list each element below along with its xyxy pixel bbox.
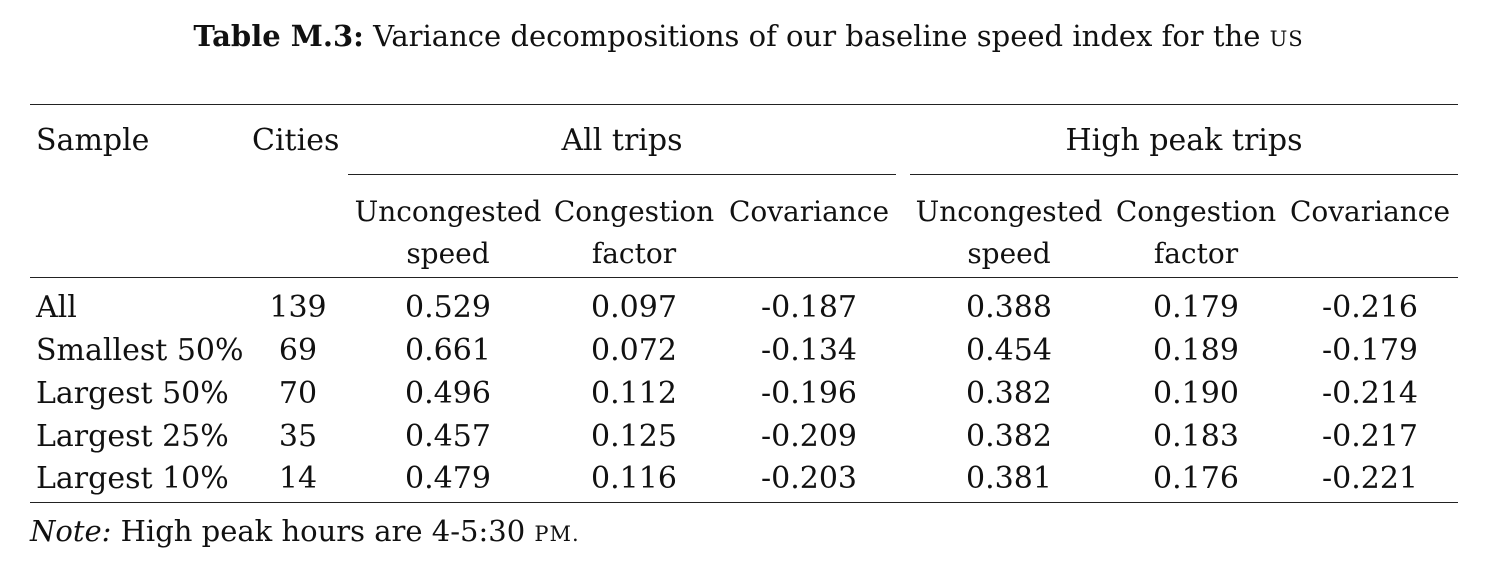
high-peak-rule: [910, 174, 1458, 175]
header-line: Uncongested: [915, 195, 1103, 228]
header-all-trips: All trips: [561, 123, 683, 158]
cell-peak-uncongested: 0.382: [966, 376, 1052, 411]
row-sample: Smallest 50%: [36, 333, 244, 368]
cell-peak-covariance: -0.216: [1321, 290, 1419, 325]
row-cities: 139: [269, 290, 327, 325]
cell-peak-congestion: 0.176: [1153, 461, 1239, 496]
cell-all-covariance: -0.134: [760, 333, 858, 368]
row-sample: All: [36, 290, 77, 325]
cell-all-congestion: 0.097: [591, 290, 677, 325]
cell-all-covariance: -0.196: [760, 376, 858, 411]
cell-peak-congestion: 0.179: [1153, 290, 1239, 325]
row-sample: Largest 10%: [36, 461, 229, 496]
header-line: Covariance: [728, 195, 890, 228]
cell-all-congestion: 0.125: [591, 419, 677, 454]
cell-all-uncongested: 0.529: [405, 290, 491, 325]
cell-peak-congestion: 0.189: [1153, 333, 1239, 368]
row-cities: 69: [278, 333, 318, 368]
row-cities: 14: [278, 461, 318, 496]
cell-all-covariance: -0.209: [760, 419, 858, 454]
cell-peak-uncongested: 0.454: [966, 333, 1052, 368]
cell-peak-congestion: 0.190: [1153, 376, 1239, 411]
note-label: Note:: [30, 514, 112, 548]
cell-all-uncongested: 0.479: [405, 461, 491, 496]
table-number: Table M.3:: [193, 19, 364, 53]
cell-peak-uncongested: 0.388: [966, 290, 1052, 325]
header-cities: Cities: [252, 123, 340, 158]
header-sample: Sample: [36, 123, 150, 158]
cell-peak-covariance: -0.179: [1321, 333, 1419, 368]
top-rule: [30, 104, 1458, 105]
cell-peak-covariance: -0.214: [1321, 376, 1419, 411]
header-line: Congestion: [553, 195, 715, 228]
header-uncongested-speed-peak: Uncongested speed: [913, 191, 1105, 275]
cell-peak-covariance: -0.217: [1321, 419, 1419, 454]
table-note: Note: High peak hours are 4-5:30 PM.: [30, 513, 580, 552]
bottom-rule: [30, 502, 1458, 503]
cell-all-uncongested: 0.661: [405, 333, 491, 368]
header-covariance-peak: Covariance: [1284, 191, 1456, 233]
cell-all-covariance: -0.203: [760, 461, 858, 496]
header-covariance-all: Covariance: [724, 191, 894, 233]
cell-peak-uncongested: 0.381: [966, 461, 1052, 496]
header-line: Congestion: [1115, 195, 1277, 228]
cell-all-uncongested: 0.457: [405, 419, 491, 454]
header-line: factor: [591, 237, 677, 270]
cell-all-congestion: 0.116: [591, 461, 677, 496]
note-text: High peak hours are 4-5:30: [120, 514, 526, 548]
header-line: Uncongested: [354, 195, 542, 228]
header-bottom-rule: [30, 277, 1458, 278]
all-trips-rule: [348, 174, 896, 175]
row-cities: 70: [278, 376, 318, 411]
header-congestion-factor-peak: Congestion factor: [1110, 191, 1282, 275]
header-line: Covariance: [1289, 195, 1451, 228]
cell-all-covariance: -0.187: [760, 290, 858, 325]
header-congestion-factor-all: Congestion factor: [548, 191, 720, 275]
header-uncongested-speed-all: Uncongested speed: [352, 191, 544, 275]
note-unit: PM.: [534, 522, 580, 546]
header-high-peak-trips: High peak trips: [1065, 123, 1303, 158]
cell-all-uncongested: 0.496: [405, 376, 491, 411]
row-sample: Largest 25%: [36, 419, 229, 454]
row-cities: 35: [278, 419, 318, 454]
table-caption: Table M.3: Variance decompositions of ou…: [0, 18, 1497, 57]
cell-peak-congestion: 0.183: [1153, 419, 1239, 454]
cell-all-congestion: 0.072: [591, 333, 677, 368]
cell-all-congestion: 0.112: [591, 376, 677, 411]
cell-peak-covariance: -0.221: [1321, 461, 1419, 496]
row-sample: Largest 50%: [36, 376, 229, 411]
header-line: factor: [1153, 237, 1239, 270]
header-line: speed: [967, 237, 1051, 270]
caption-country: US: [1269, 27, 1304, 51]
header-line: speed: [406, 237, 490, 270]
cell-peak-uncongested: 0.382: [966, 419, 1052, 454]
caption-text: Variance decompositions of our baseline …: [373, 19, 1261, 53]
